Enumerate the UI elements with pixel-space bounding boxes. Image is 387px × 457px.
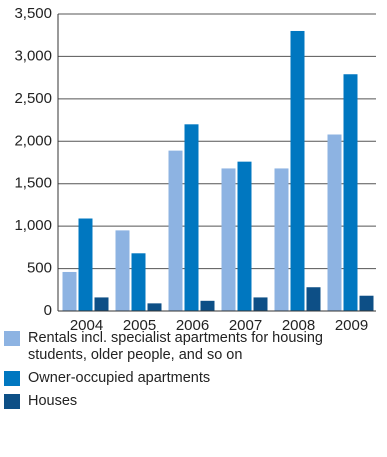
x-tick-label-2006: 2006 bbox=[176, 317, 209, 330]
y-tick-label: 500 bbox=[27, 260, 52, 277]
bar-2007-series-1 bbox=[221, 168, 236, 311]
bar-2007-series-3 bbox=[253, 297, 268, 311]
y-tick-label: 3,500 bbox=[14, 5, 52, 22]
y-tick-label: 1,000 bbox=[14, 217, 52, 234]
legend-item-rentals: Rentals incl. specialist apartments for … bbox=[4, 330, 384, 364]
bars bbox=[62, 30, 374, 312]
y-tick-label: 2,500 bbox=[14, 90, 52, 107]
bar-2009-series-1 bbox=[327, 134, 342, 311]
legend-swatch-owner-occupied bbox=[4, 371, 20, 386]
bar-2006-series-3 bbox=[200, 300, 215, 311]
x-tick-label-2008: 2008 bbox=[282, 317, 315, 330]
bar-2008-series-2 bbox=[290, 30, 305, 311]
y-tick-label: 2,000 bbox=[14, 132, 52, 149]
axes bbox=[57, 14, 376, 312]
bar-2004-series-2 bbox=[78, 218, 93, 311]
legend-label-owner-occupied: Owner-occupied apartments bbox=[28, 370, 211, 386]
bar-2005-series-1 bbox=[115, 230, 130, 311]
y-tick-label: 0 bbox=[44, 302, 52, 319]
bar-2009-series-2 bbox=[343, 74, 358, 312]
legend-swatch-rentals bbox=[4, 331, 20, 346]
bar-2009-series-3 bbox=[359, 295, 374, 311]
legend-label-houses: Houses bbox=[28, 393, 78, 409]
legend-item-owner-occupied: Owner-occupied apartments bbox=[4, 370, 384, 387]
bar-2005-series-3 bbox=[147, 303, 162, 311]
x-tick-label-2009: 2009 bbox=[335, 317, 368, 330]
bar-2008-series-1 bbox=[274, 168, 289, 311]
bar-2005-series-2 bbox=[131, 253, 146, 311]
x-tick-label-2005: 2005 bbox=[123, 317, 156, 330]
x-tick-label-2004: 2004 bbox=[70, 317, 103, 330]
bar-2006-series-2 bbox=[184, 124, 199, 311]
legend: Rentals incl. specialist apartments for … bbox=[4, 330, 384, 416]
x-tick-labels: 2004 2005 2006 2007 2008 2009 bbox=[70, 317, 368, 330]
bar-2007-series-2 bbox=[237, 161, 252, 311]
gridlines bbox=[58, 13, 376, 270]
legend-item-houses: Houses bbox=[4, 393, 384, 410]
bar-2004-series-3 bbox=[94, 297, 109, 311]
y-tick-label: 3,000 bbox=[14, 47, 52, 64]
bar-2006-series-1 bbox=[168, 150, 183, 311]
bar-2004-series-1 bbox=[62, 271, 77, 311]
y-tick-label: 1,500 bbox=[14, 175, 52, 192]
legend-swatch-houses bbox=[4, 394, 20, 409]
legend-label-rentals: Rentals incl. specialist apartments for … bbox=[28, 330, 323, 363]
y-tick-labels: 0 500 1,000 1,500 2,000 2,500 3,000 3,500 bbox=[14, 5, 52, 319]
bar-2008-series-3 bbox=[306, 287, 321, 311]
x-tick-label-2007: 2007 bbox=[229, 317, 262, 330]
